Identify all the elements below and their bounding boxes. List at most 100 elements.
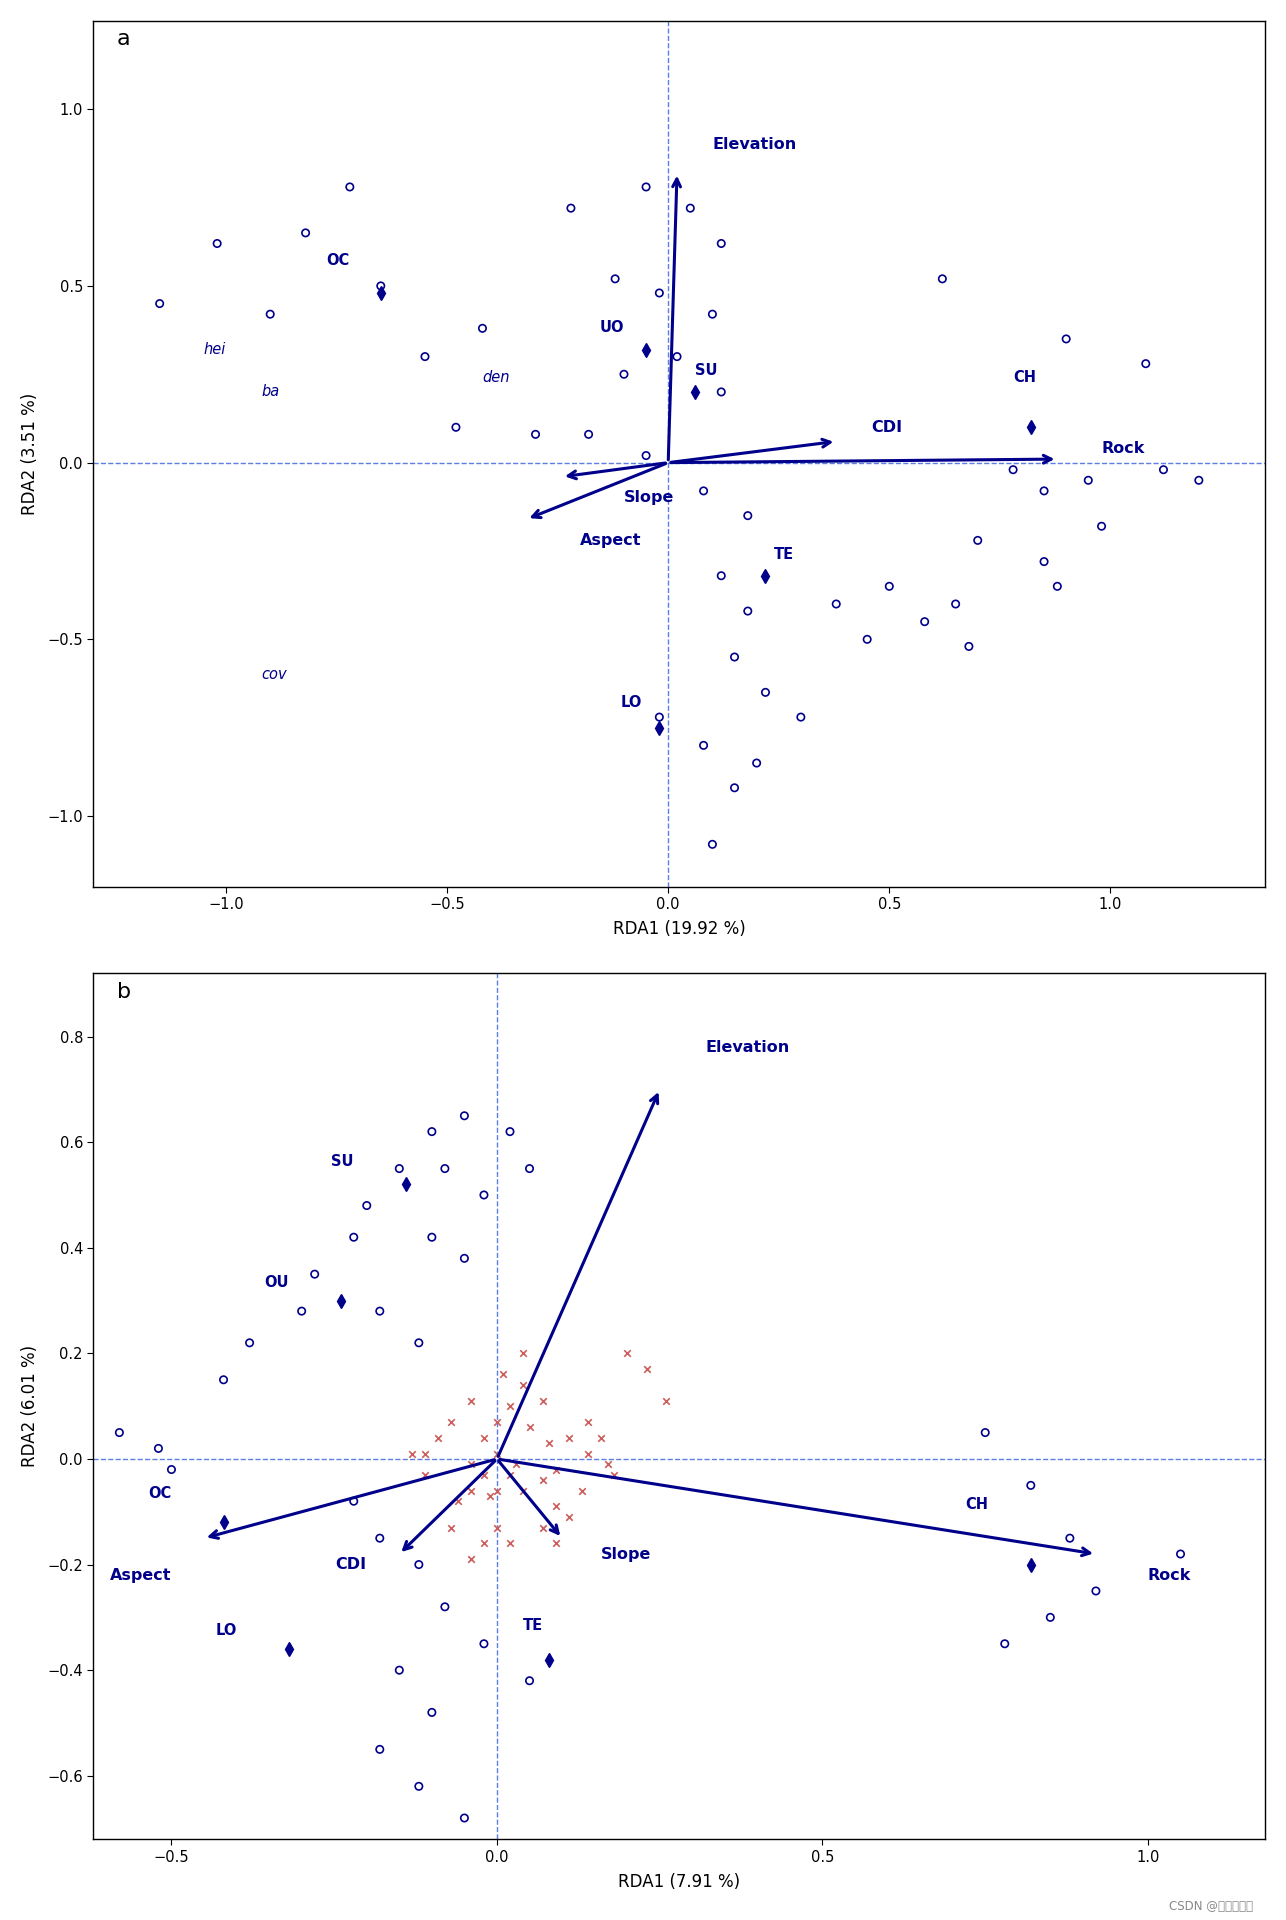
Point [1003, 455, 1024, 486]
Point [532, 1386, 553, 1417]
Text: LO: LO [215, 1624, 237, 1638]
Point [724, 772, 745, 803]
Point [656, 1386, 676, 1417]
Point [558, 1423, 579, 1453]
Text: LO: LO [620, 695, 642, 710]
Point [1047, 570, 1067, 601]
Point [486, 1438, 507, 1469]
Text: CH: CH [1013, 371, 1037, 384]
Point [507, 1450, 527, 1480]
Point [109, 1417, 130, 1448]
Point [403, 1438, 423, 1469]
Point [161, 1453, 181, 1484]
Point [1170, 1538, 1191, 1569]
Point [148, 1432, 168, 1463]
Point [604, 263, 625, 294]
Point [680, 192, 701, 223]
Point [473, 1179, 494, 1210]
Point [441, 1407, 462, 1438]
Text: Slope: Slope [624, 490, 674, 505]
Point [945, 589, 966, 620]
Text: TE: TE [523, 1619, 543, 1634]
Point [967, 524, 988, 555]
Point [520, 1154, 540, 1185]
Point [486, 1475, 507, 1505]
Point [513, 1475, 534, 1505]
Point [746, 747, 766, 778]
Point [494, 1359, 514, 1390]
Point [296, 217, 316, 248]
Text: ba: ba [261, 384, 279, 399]
Text: Aspect: Aspect [111, 1567, 171, 1582]
Point [422, 1116, 442, 1146]
Point [579, 419, 599, 449]
Text: SU: SU [332, 1154, 354, 1169]
Point [1136, 348, 1156, 378]
Point [369, 1296, 390, 1327]
Point [711, 228, 732, 259]
Point [343, 1221, 364, 1252]
Point [711, 376, 732, 407]
Point [369, 1734, 390, 1764]
Point [880, 570, 900, 601]
Point [409, 1770, 430, 1801]
Point [711, 561, 732, 591]
Point [149, 288, 170, 319]
Point [755, 678, 775, 708]
Point [1188, 465, 1209, 495]
Point [1040, 1601, 1061, 1632]
Point [414, 342, 435, 372]
Point [975, 1417, 995, 1448]
Point [702, 829, 723, 860]
Text: Aspect: Aspect [580, 534, 642, 547]
Point [435, 1592, 455, 1622]
Point [856, 624, 877, 655]
Point [702, 300, 723, 330]
Point [500, 1390, 521, 1421]
Point [390, 1154, 410, 1185]
Point [617, 1338, 638, 1369]
Text: SU: SU [694, 363, 718, 378]
Point [1034, 476, 1055, 507]
Point [500, 1116, 521, 1146]
Point [207, 228, 228, 259]
Point [561, 192, 581, 223]
Point [473, 1459, 494, 1490]
Text: b: b [117, 981, 131, 1002]
Text: den: den [482, 371, 511, 384]
Point [409, 1549, 430, 1580]
Point [513, 1369, 534, 1400]
Text: CSDN @拓端研究室: CSDN @拓端研究室 [1169, 1899, 1254, 1912]
Point [370, 271, 391, 301]
Point [1078, 465, 1098, 495]
Text: UO: UO [599, 321, 624, 336]
Point [435, 1154, 455, 1185]
Point [577, 1407, 598, 1438]
Point [472, 313, 493, 344]
Point [356, 1190, 377, 1221]
Point [558, 1501, 579, 1532]
Point [213, 1365, 234, 1396]
Point [448, 1486, 468, 1517]
Text: Elevation: Elevation [705, 1039, 790, 1054]
Point [613, 359, 634, 390]
Point [486, 1407, 507, 1438]
Point [1021, 1471, 1042, 1501]
Point [525, 419, 545, 449]
Text: TE: TE [774, 547, 795, 561]
Point [791, 701, 811, 732]
Point [532, 1513, 553, 1544]
Text: OC: OC [327, 253, 350, 269]
Point [454, 1100, 475, 1131]
Point [486, 1513, 507, 1544]
Point [1060, 1523, 1080, 1553]
X-axis label: RDA1 (19.92 %): RDA1 (19.92 %) [613, 920, 746, 939]
Point [454, 1803, 475, 1834]
Point [932, 263, 953, 294]
Point [415, 1459, 436, 1490]
Point [441, 1513, 462, 1544]
Point [513, 1338, 534, 1369]
Point [637, 1354, 657, 1384]
Text: Elevation: Elevation [712, 136, 796, 152]
Point [577, 1438, 598, 1469]
